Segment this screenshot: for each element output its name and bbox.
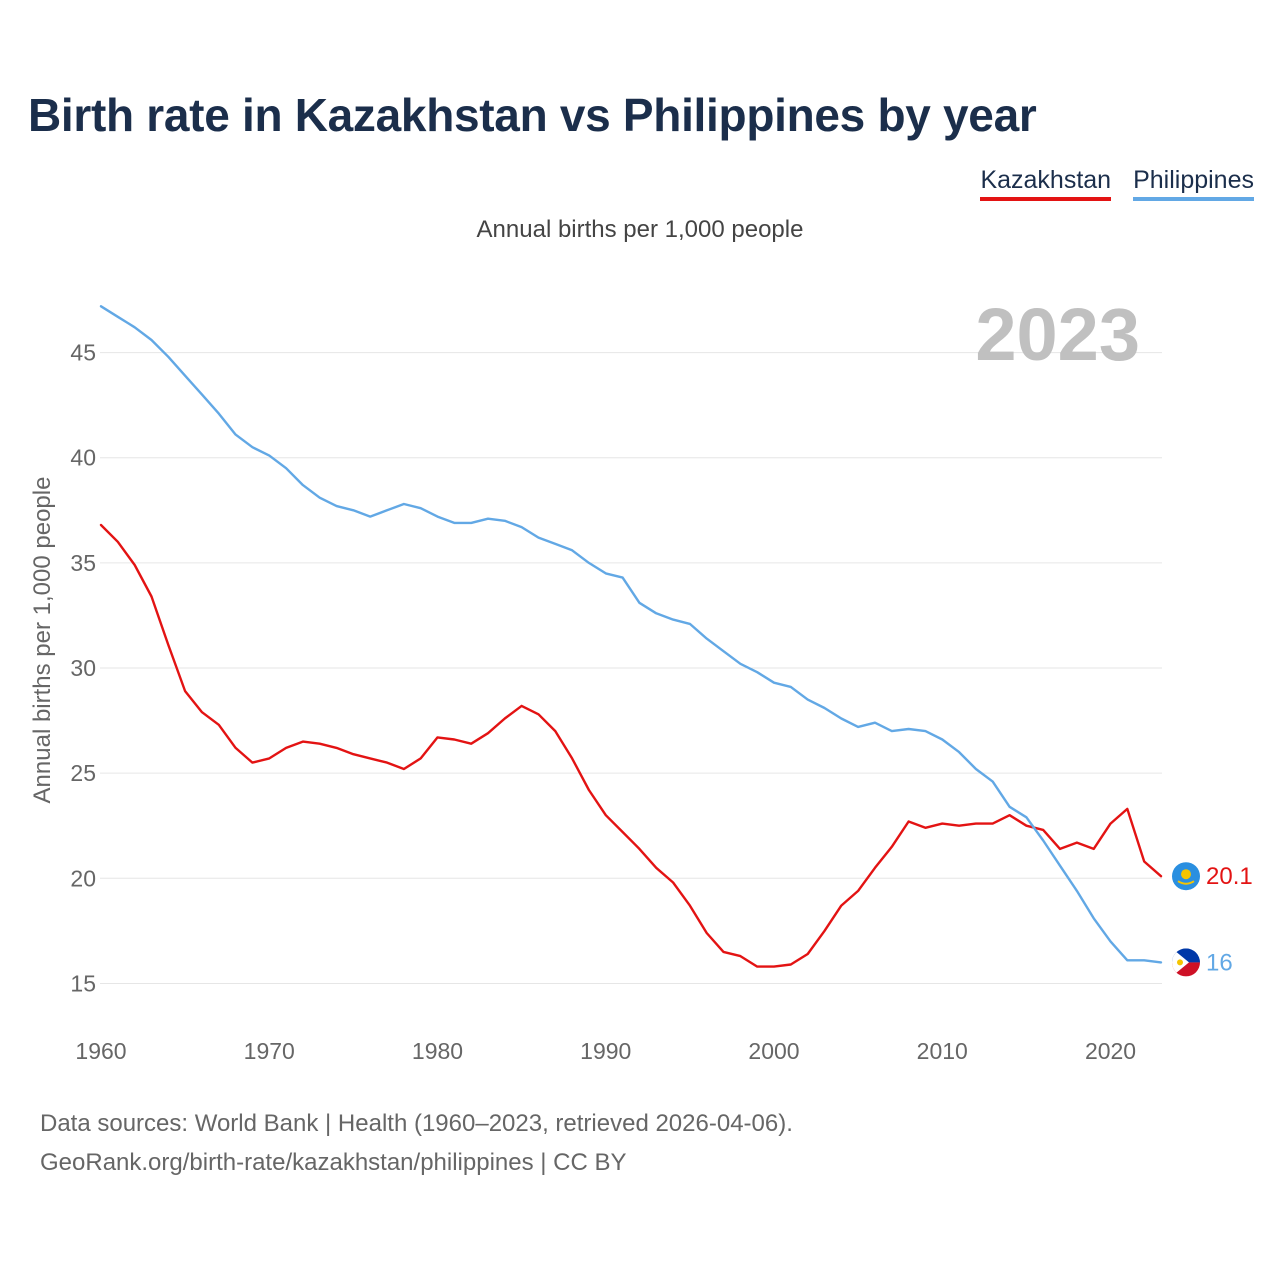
x-tick-label: 2000 — [748, 1038, 799, 1064]
line-chart: 15 20 25 30 35 40 45 1960 1970 1980 1990 2000 2010 2… — [29, 293, 1253, 1064]
footer: Data sources: World Bank | Health (1960–… — [40, 1104, 793, 1182]
end-label-philippines: 16 — [1206, 949, 1233, 976]
x-tick-label: 1990 — [580, 1038, 631, 1064]
series-layer — [99, 305, 1163, 968]
grid-layer — [100, 352, 1162, 984]
page-title: Birth rate in Kazakhstan vs Philippines … — [28, 89, 1037, 141]
x-tick-label: 2020 — [1085, 1038, 1136, 1064]
kazakhstan-flag-icon — [1172, 862, 1200, 891]
footer-sources: Data sources: World Bank | Health (1960–… — [40, 1110, 793, 1137]
y-axis-title: Annual births per 1,000 people — [29, 477, 56, 804]
y-tick-label: 15 — [70, 970, 96, 996]
series-line-kazakhstan[interactable] — [99, 523, 1163, 968]
y-tick-label: 40 — [70, 445, 96, 471]
y-tick-label: 25 — [70, 760, 96, 786]
legend-item-kazakhstan[interactable]: Kazakhstan — [980, 166, 1112, 201]
chart-subtitle: Annual births per 1,000 people — [476, 216, 804, 243]
legend: Kazakhstan Philippines — [980, 166, 1254, 201]
flag-layer: 20.1 16 — [1172, 862, 1253, 977]
series-line-philippines[interactable] — [99, 305, 1163, 964]
y-tick-label: 45 — [70, 340, 96, 366]
x-tick-label: 2010 — [917, 1038, 968, 1064]
y-tick-label: 35 — [70, 550, 96, 576]
year-watermark: 2023 — [975, 293, 1140, 376]
philippines-flag-icon — [1172, 948, 1200, 977]
x-tick-label: 1960 — [75, 1038, 126, 1064]
y-tick-labels: 15 20 25 30 35 40 45 — [70, 340, 96, 997]
y-tick-label: 20 — [70, 865, 96, 891]
legend-item-philippines[interactable]: Philippines — [1133, 166, 1254, 201]
x-tick-label: 1980 — [412, 1038, 463, 1064]
x-tick-labels: 1960 1970 1980 1990 2000 2010 2020 — [75, 1038, 1136, 1064]
y-tick-label: 30 — [70, 655, 96, 681]
footer-link[interactable]: GeoRank.org/birth-rate/kazakhstan/philip… — [40, 1149, 627, 1176]
end-label-kazakhstan: 20.1 — [1206, 863, 1253, 890]
x-tick-label: 1970 — [244, 1038, 295, 1064]
